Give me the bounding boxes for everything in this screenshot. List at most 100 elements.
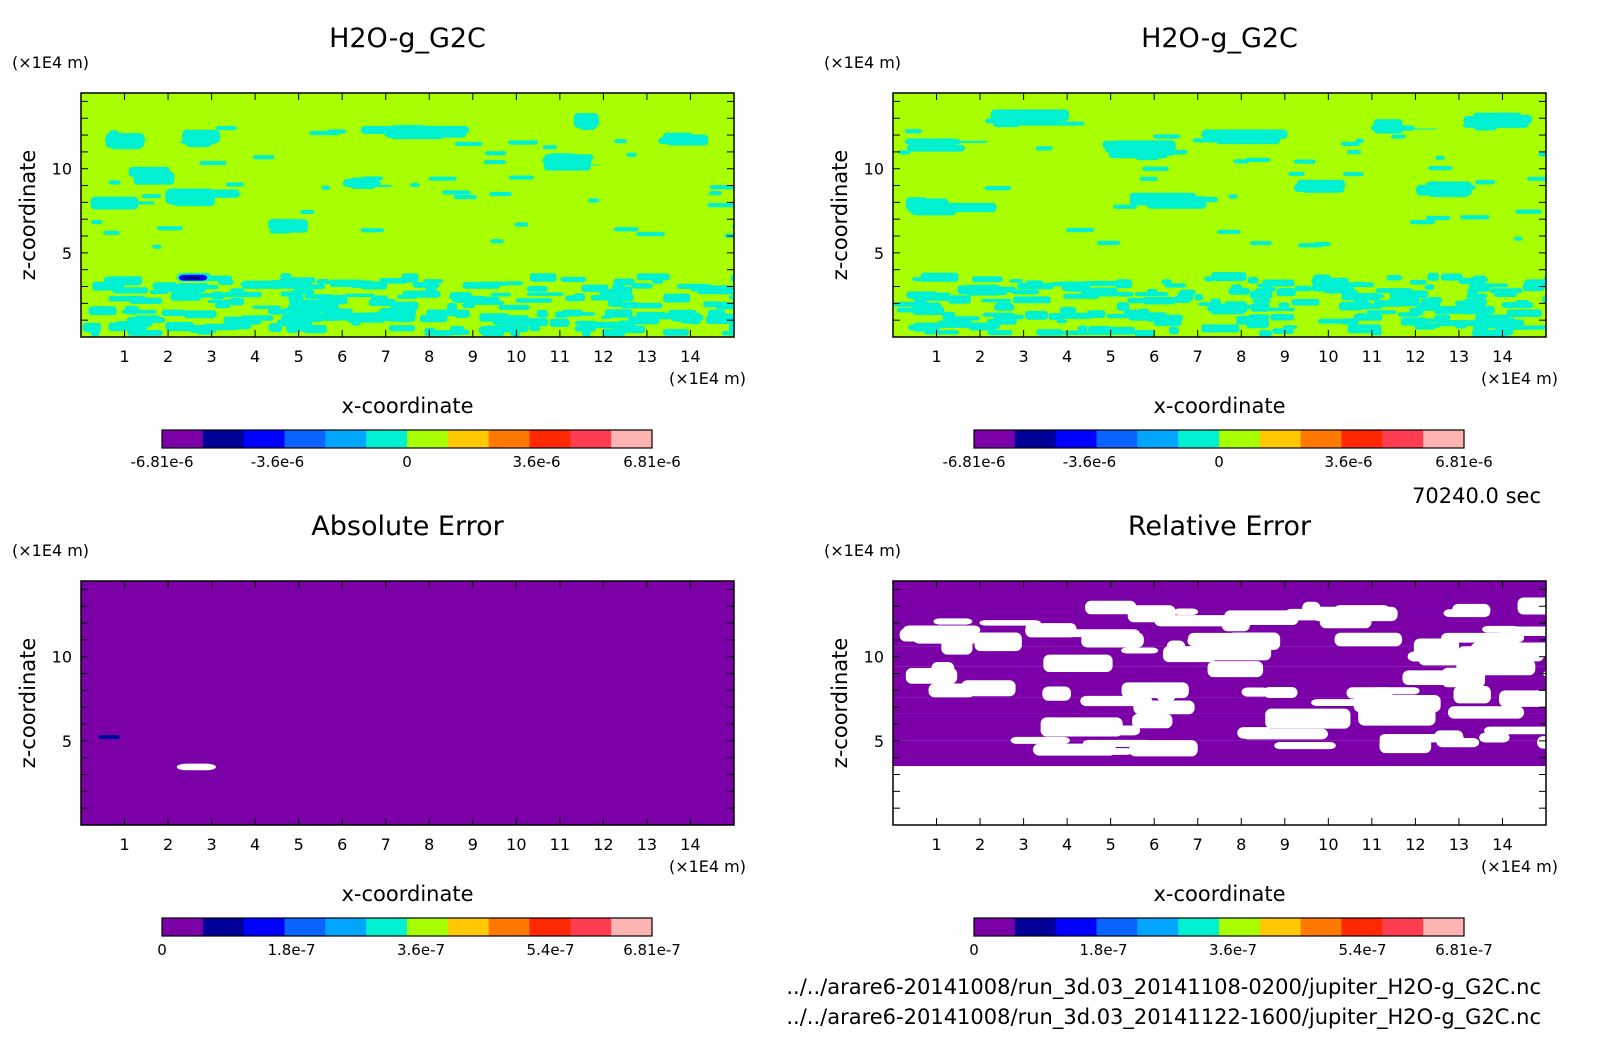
cyan-patch [388,325,416,332]
colorbar-swatch [284,430,326,448]
y-tick-label: 10 [864,648,884,667]
white-hole [1311,699,1374,707]
cyan-patch [1513,236,1523,241]
cyan-patch [1293,159,1316,164]
cyan-patch [1506,309,1542,318]
plot-frame [80,580,735,826]
x-unit-label: (×1E4 m) [1481,369,1558,388]
white-hole [1346,687,1393,699]
cyan-patch [1210,298,1222,307]
cyan-patch [614,139,627,144]
colorbar-tick-label: -3.6e-6 [1063,453,1116,471]
cyan-patch [161,309,186,317]
cyan-patch [252,305,282,309]
cyan-patch [103,230,120,235]
x-axis-label: x-coordinate [341,882,473,906]
colorbar-swatch [974,918,1016,936]
x-tick-label: 8 [1236,347,1246,366]
y-axis-label: z-coordinate [16,638,40,769]
cyan-patch [1056,319,1068,324]
cyan-patch [91,220,103,225]
cyan-patch [1460,215,1490,220]
cyan-patch [1354,299,1369,308]
colorbar-tick-label: 3.6e-6 [1324,453,1372,471]
cyan-patch [1388,297,1420,307]
cyan-patch [1356,313,1367,319]
white-hole [914,627,950,640]
cyan-patch [1270,314,1295,321]
cyan-patch [1425,215,1451,221]
x-tick-label: 10 [1318,347,1338,366]
cyan-patch [390,301,419,311]
cyan-patch [1500,323,1519,330]
white-hole [1121,682,1189,699]
cyan-patch [968,322,997,331]
y-unit-label: (×1E4 m) [12,53,89,72]
colorbar-swatch [529,430,571,448]
cyan-patch [981,298,1012,303]
cyan-patch [300,209,315,215]
cyan-patch [1370,330,1382,336]
colorbar-swatch [243,430,285,448]
cyan-patch [490,239,504,244]
cyan-patch [1136,308,1150,315]
x-tick-label: 11 [1362,347,1382,366]
colorbar-tick-label: 5.4e-7 [527,941,575,959]
cyan-patch [362,176,383,181]
colorbar-swatch [1259,430,1302,448]
cyan-patch [453,194,478,200]
cyan-patch [662,329,690,336]
cyan-patch [948,295,971,304]
cyan-patch [1096,240,1121,245]
cyan-patch [442,190,471,195]
y-axis-label: z-coordinate [828,638,852,769]
cyan-patch [721,330,734,336]
cyan-patch [215,126,237,131]
cyan-patch [1059,306,1077,314]
x-tick-label: 4 [1062,347,1072,366]
x-tick-label: 1 [931,347,941,366]
cyan-patch [896,307,917,313]
cyan-patch [1515,209,1542,214]
cyan-patch [565,295,580,302]
cyan-patch [1228,194,1238,199]
cyan-patch [984,186,1012,191]
cyan-patch [616,325,626,332]
cyan-patch [528,324,541,331]
x-tick-label: 14 [1492,835,1512,854]
white-hole [1407,651,1475,662]
cyan-patch [1083,280,1117,286]
x-tick-label: 6 [1149,347,1159,366]
cyan-patch [478,326,497,335]
cyan-patch [1409,279,1427,285]
cyan-patch [663,293,691,303]
colorbar-swatch [162,918,204,936]
colorbar-swatch [1219,430,1261,448]
purple-band [893,740,1546,767]
cyan-patch [1204,276,1214,282]
white-hole [1221,619,1250,632]
x-tick-label: 7 [381,347,391,366]
cyan-patch [1469,283,1509,288]
cyan-patch [604,309,633,318]
colorbar-swatch [407,430,449,448]
background-zero-field [81,581,734,825]
colorbar-tick-label: -6.81e-6 [943,453,1006,471]
cyan-patch [489,191,512,197]
cyan-patch [379,277,408,284]
cyan-patch [617,320,636,327]
white-hole [1133,700,1195,715]
white-hole [1499,690,1546,707]
cyan-patch [1427,272,1439,281]
cyan-patch [628,316,660,325]
cyan-patch [419,315,448,323]
colorbar-swatch [1137,918,1179,936]
white-hole [1504,642,1546,658]
plot-frame [80,92,735,338]
colorbar-tick-label: 6.81e-7 [623,941,681,959]
cyan-patch [252,155,275,160]
cyan-patch [1342,172,1364,177]
cyan-patch [412,282,440,288]
white-hole [1055,725,1141,736]
x-tick-label: 5 [1106,835,1116,854]
